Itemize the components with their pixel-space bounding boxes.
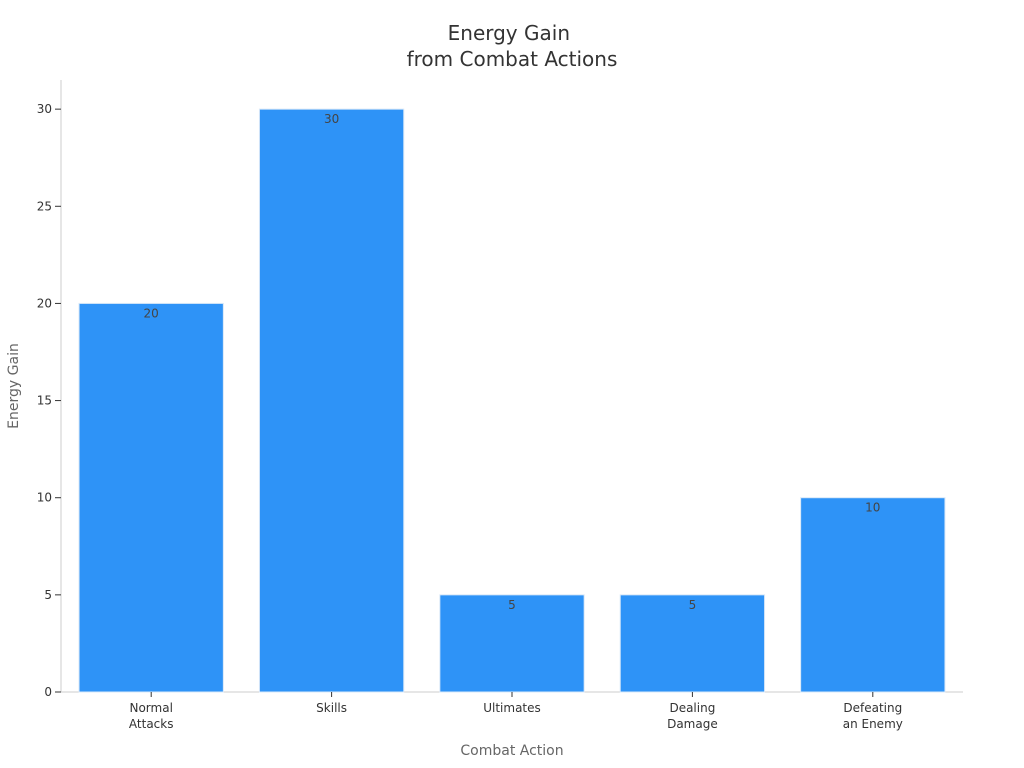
y-tick-label: 0: [44, 685, 52, 699]
bar-value-label: 30: [324, 112, 339, 126]
x-tick-label-line: Damage: [667, 717, 718, 731]
bar: [800, 497, 946, 693]
data-labels-group: 20 30 5 5 10: [144, 112, 881, 612]
y-axis-label: Energy Gain: [6, 343, 22, 429]
x-tick-label-line: Skills: [316, 701, 347, 715]
x-tick-label: Skills: [316, 701, 347, 715]
bar: [78, 302, 224, 693]
x-tick-label-line: Attacks: [129, 717, 174, 731]
bar-value-label: 5: [508, 598, 516, 612]
x-tick-label-line: Normal: [129, 701, 172, 715]
chart-title: Energy Gain from Combat Actions: [407, 21, 618, 71]
x-tick-label: Defeating an Enemy: [843, 701, 903, 731]
y-tick-label: 5: [44, 588, 52, 602]
x-tick-label: Normal Attacks: [129, 701, 174, 731]
bar-value-label: 5: [689, 598, 697, 612]
y-tick-label: 25: [37, 199, 52, 213]
bars-group: [78, 108, 946, 693]
x-tick-label-line: Ultimates: [483, 701, 541, 715]
x-tick-label-line: Defeating: [843, 701, 902, 715]
x-tick-label-line: Dealing: [669, 701, 715, 715]
y-tick-label: 30: [37, 102, 52, 116]
y-tick-label: 15: [37, 394, 52, 408]
y-axis-ticks: 0 5 10 15 20 25 30: [37, 102, 61, 699]
chart-title-line-1: Energy Gain: [448, 21, 570, 45]
y-tick-label: 20: [37, 296, 52, 310]
x-tick-label: Ultimates: [483, 701, 541, 715]
x-axis-ticks: Normal Attacks Skills Ultimates Dealing Damag…: [129, 692, 903, 731]
bar: [258, 108, 405, 693]
bar-value-label: 10: [865, 501, 880, 515]
x-tick-label-line: an Enemy: [843, 717, 903, 731]
x-axis-label: Combat Action: [460, 743, 563, 759]
bar-value-label: 20: [144, 306, 159, 320]
x-tick-label: Dealing Damage: [667, 701, 718, 731]
chart-title-line-2: from Combat Actions: [407, 47, 618, 71]
y-tick-label: 10: [37, 491, 52, 505]
